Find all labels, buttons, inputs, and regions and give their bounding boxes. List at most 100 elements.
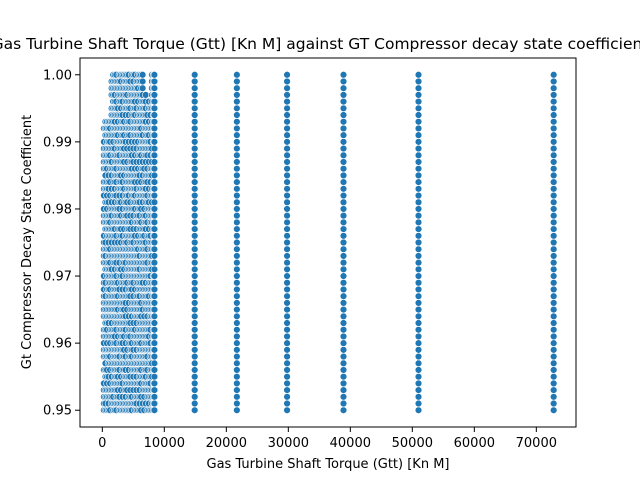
scatter-point xyxy=(150,198,159,206)
scatter-point xyxy=(549,171,558,180)
scatter-point xyxy=(191,379,199,388)
scatter-point xyxy=(414,346,423,354)
scatter-point xyxy=(191,138,199,146)
scatter-point xyxy=(339,299,348,307)
scatter-point xyxy=(138,84,147,92)
scatter-point xyxy=(549,165,558,173)
scatter-point xyxy=(549,104,558,113)
x-axis-ticks: 0 10000 20000 30000 40000 50000 60000 70000 xyxy=(98,427,557,451)
scatter-point xyxy=(191,104,199,113)
scatter-point xyxy=(233,372,241,381)
scatter-point xyxy=(191,366,199,374)
y-axis-ticks: 0.95 0.96 0.97 0.98 0.99 1.00 xyxy=(43,68,80,419)
scatter-point xyxy=(339,185,348,193)
scatter-point xyxy=(283,319,291,327)
scatter-point xyxy=(233,84,241,92)
scatter-point xyxy=(283,272,291,280)
scatter-point xyxy=(191,131,199,139)
scatter-point xyxy=(283,138,291,146)
scatter-point xyxy=(233,406,241,414)
scatter-point xyxy=(233,178,241,186)
scatter-point xyxy=(283,77,291,86)
scatter-point xyxy=(283,165,291,173)
scatter-point xyxy=(283,352,291,361)
scatter-point xyxy=(339,265,348,274)
scatter-point xyxy=(414,218,423,227)
scatter-point xyxy=(339,258,348,267)
scatter-point xyxy=(339,352,348,361)
scatter-point xyxy=(283,285,291,294)
scatter-point xyxy=(283,171,291,180)
scatter-point xyxy=(233,218,241,227)
scatter-point xyxy=(142,91,150,99)
scatter-point xyxy=(191,258,199,267)
scatter-point xyxy=(233,151,241,159)
scatter-point xyxy=(150,366,159,374)
scatter-point xyxy=(549,312,558,320)
scatter-point xyxy=(283,372,291,381)
scatter-point xyxy=(549,339,558,347)
scatter-point xyxy=(191,332,199,341)
scatter-point xyxy=(283,393,291,401)
scatter-point xyxy=(283,97,291,106)
scatter-point xyxy=(414,151,423,159)
scatter-point xyxy=(191,292,199,300)
chart-title: Gas Turbine Shaft Torque (Gtt) [Kn M] ag… xyxy=(0,35,640,53)
scatter-point xyxy=(339,386,348,394)
scatter-point xyxy=(549,185,558,193)
scatter-point xyxy=(283,245,291,253)
scatter-point xyxy=(549,124,558,133)
scatter-point xyxy=(150,346,159,354)
scatter-point xyxy=(233,279,241,287)
scatter-point xyxy=(283,406,291,414)
scatter-point xyxy=(191,118,199,126)
scatter-point xyxy=(414,258,423,267)
scatter-point xyxy=(414,386,423,394)
scatter-point xyxy=(339,71,348,79)
scatter-point xyxy=(339,144,348,153)
scatter-point xyxy=(191,97,199,106)
scatter-point xyxy=(549,272,558,280)
scatter-point xyxy=(150,238,159,247)
scatter-point xyxy=(549,379,558,388)
scatter-point xyxy=(283,366,291,374)
scatter-point xyxy=(191,279,199,287)
scatter-point xyxy=(414,359,423,367)
scatter-point xyxy=(414,366,423,374)
y-tick-label: 0.97 xyxy=(43,270,72,285)
scatter-point xyxy=(150,386,159,394)
scatter-point xyxy=(339,158,348,166)
scatter-point xyxy=(414,111,423,119)
x-tick-label: 40000 xyxy=(330,436,371,451)
scatter-point xyxy=(339,232,348,240)
scatter-point xyxy=(150,292,159,300)
scatter-point xyxy=(283,144,291,153)
scatter-point xyxy=(549,245,558,253)
scatter-point xyxy=(150,84,159,92)
scatter-point xyxy=(233,77,241,86)
scatter-point xyxy=(283,379,291,388)
scatter-point xyxy=(191,359,199,367)
scatter-point xyxy=(191,171,199,180)
scatter-point xyxy=(339,332,348,341)
scatter-point xyxy=(233,118,241,126)
scatter-point xyxy=(191,372,199,381)
scatter-point xyxy=(150,352,159,361)
scatter-point xyxy=(414,77,423,86)
scatter-point xyxy=(191,71,199,79)
scatter-point xyxy=(414,131,423,139)
scatter-point xyxy=(283,104,291,113)
scatter-point xyxy=(191,238,199,247)
scatter-point xyxy=(549,218,558,227)
scatter-point xyxy=(283,299,291,307)
scatter-point xyxy=(414,84,423,92)
scatter-point xyxy=(339,104,348,113)
scatter-point xyxy=(414,211,423,220)
scatter-point xyxy=(150,151,159,159)
scatter-point xyxy=(191,111,199,119)
y-axis-label: Gt Compressor Decay State Coefficient xyxy=(20,115,35,369)
scatter-point xyxy=(549,191,558,200)
scatter-point xyxy=(150,326,159,334)
scatter-point xyxy=(233,144,241,153)
